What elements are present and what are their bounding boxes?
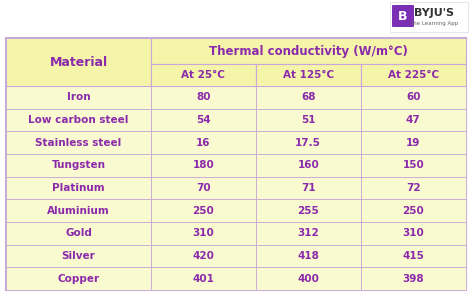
Text: The Learning App: The Learning App <box>410 21 458 25</box>
Text: 80: 80 <box>196 92 210 102</box>
Bar <box>6 154 151 177</box>
Bar <box>390 2 468 32</box>
Bar <box>361 154 466 177</box>
Text: 60: 60 <box>406 92 420 102</box>
Bar <box>151 267 256 290</box>
Text: 400: 400 <box>297 274 319 284</box>
Bar <box>361 199 466 222</box>
Bar <box>361 245 466 267</box>
Bar <box>361 64 466 86</box>
Bar <box>151 131 256 154</box>
FancyBboxPatch shape <box>392 5 414 27</box>
Bar <box>256 177 361 199</box>
Bar <box>6 177 151 199</box>
Bar <box>256 222 361 245</box>
Text: 415: 415 <box>402 251 424 261</box>
Text: 72: 72 <box>406 183 420 193</box>
Text: At 25°C: At 25°C <box>182 70 225 80</box>
Bar <box>256 199 361 222</box>
Text: Copper: Copper <box>57 274 100 284</box>
Text: 401: 401 <box>192 274 214 284</box>
Text: Silver: Silver <box>62 251 95 261</box>
Text: 54: 54 <box>196 115 210 125</box>
Text: 71: 71 <box>301 183 316 193</box>
Bar <box>151 86 256 109</box>
Text: 51: 51 <box>301 115 316 125</box>
Text: 16: 16 <box>196 138 210 148</box>
Bar <box>151 222 256 245</box>
Bar <box>256 131 361 154</box>
Bar <box>256 245 361 267</box>
Bar <box>361 267 466 290</box>
Text: 150: 150 <box>402 160 424 170</box>
Text: At 125°C: At 125°C <box>283 70 334 80</box>
Bar <box>151 245 256 267</box>
Text: Gold: Gold <box>65 228 92 238</box>
Text: Stainless steel: Stainless steel <box>36 138 121 148</box>
Text: 180: 180 <box>192 160 214 170</box>
Bar <box>256 267 361 290</box>
Text: 70: 70 <box>196 183 210 193</box>
Text: 312: 312 <box>297 228 319 238</box>
Text: 310: 310 <box>192 228 214 238</box>
Bar <box>151 177 256 199</box>
Bar <box>6 222 151 245</box>
Text: 160: 160 <box>297 160 319 170</box>
Bar <box>256 64 361 86</box>
Text: Aluminium: Aluminium <box>47 206 110 216</box>
Text: Low carbon steel: Low carbon steel <box>28 115 128 125</box>
Text: Iron: Iron <box>67 92 90 102</box>
Bar <box>151 154 256 177</box>
Bar <box>6 109 151 131</box>
Text: 255: 255 <box>297 206 319 216</box>
Text: Tungsten: Tungsten <box>52 160 105 170</box>
Text: 47: 47 <box>406 115 421 125</box>
Text: At 225°C: At 225°C <box>388 70 439 80</box>
Bar <box>6 267 151 290</box>
Text: BYJU'S: BYJU'S <box>414 8 454 18</box>
Bar <box>151 38 466 64</box>
Text: 420: 420 <box>192 251 214 261</box>
Bar <box>361 131 466 154</box>
Text: 68: 68 <box>301 92 316 102</box>
Text: B: B <box>398 10 408 22</box>
Bar <box>151 109 256 131</box>
Bar <box>6 38 151 86</box>
Bar <box>361 177 466 199</box>
Text: 418: 418 <box>297 251 319 261</box>
Bar <box>6 245 151 267</box>
Bar <box>361 222 466 245</box>
Bar <box>6 199 151 222</box>
Bar <box>256 154 361 177</box>
Bar <box>6 131 151 154</box>
Bar <box>151 199 256 222</box>
Text: Thermal conductivity (W/m°C): Thermal conductivity (W/m°C) <box>209 45 408 57</box>
Bar <box>361 109 466 131</box>
Bar <box>256 109 361 131</box>
Bar <box>361 86 466 109</box>
Text: 250: 250 <box>192 206 214 216</box>
Bar <box>6 38 466 290</box>
Text: Platinum: Platinum <box>52 183 105 193</box>
Text: 310: 310 <box>402 228 424 238</box>
Text: 250: 250 <box>402 206 424 216</box>
Bar <box>256 86 361 109</box>
Text: Material: Material <box>49 56 108 68</box>
Text: 19: 19 <box>406 138 420 148</box>
Bar <box>6 86 151 109</box>
Bar <box>151 64 256 86</box>
Text: 398: 398 <box>402 274 424 284</box>
Text: 17.5: 17.5 <box>295 138 321 148</box>
